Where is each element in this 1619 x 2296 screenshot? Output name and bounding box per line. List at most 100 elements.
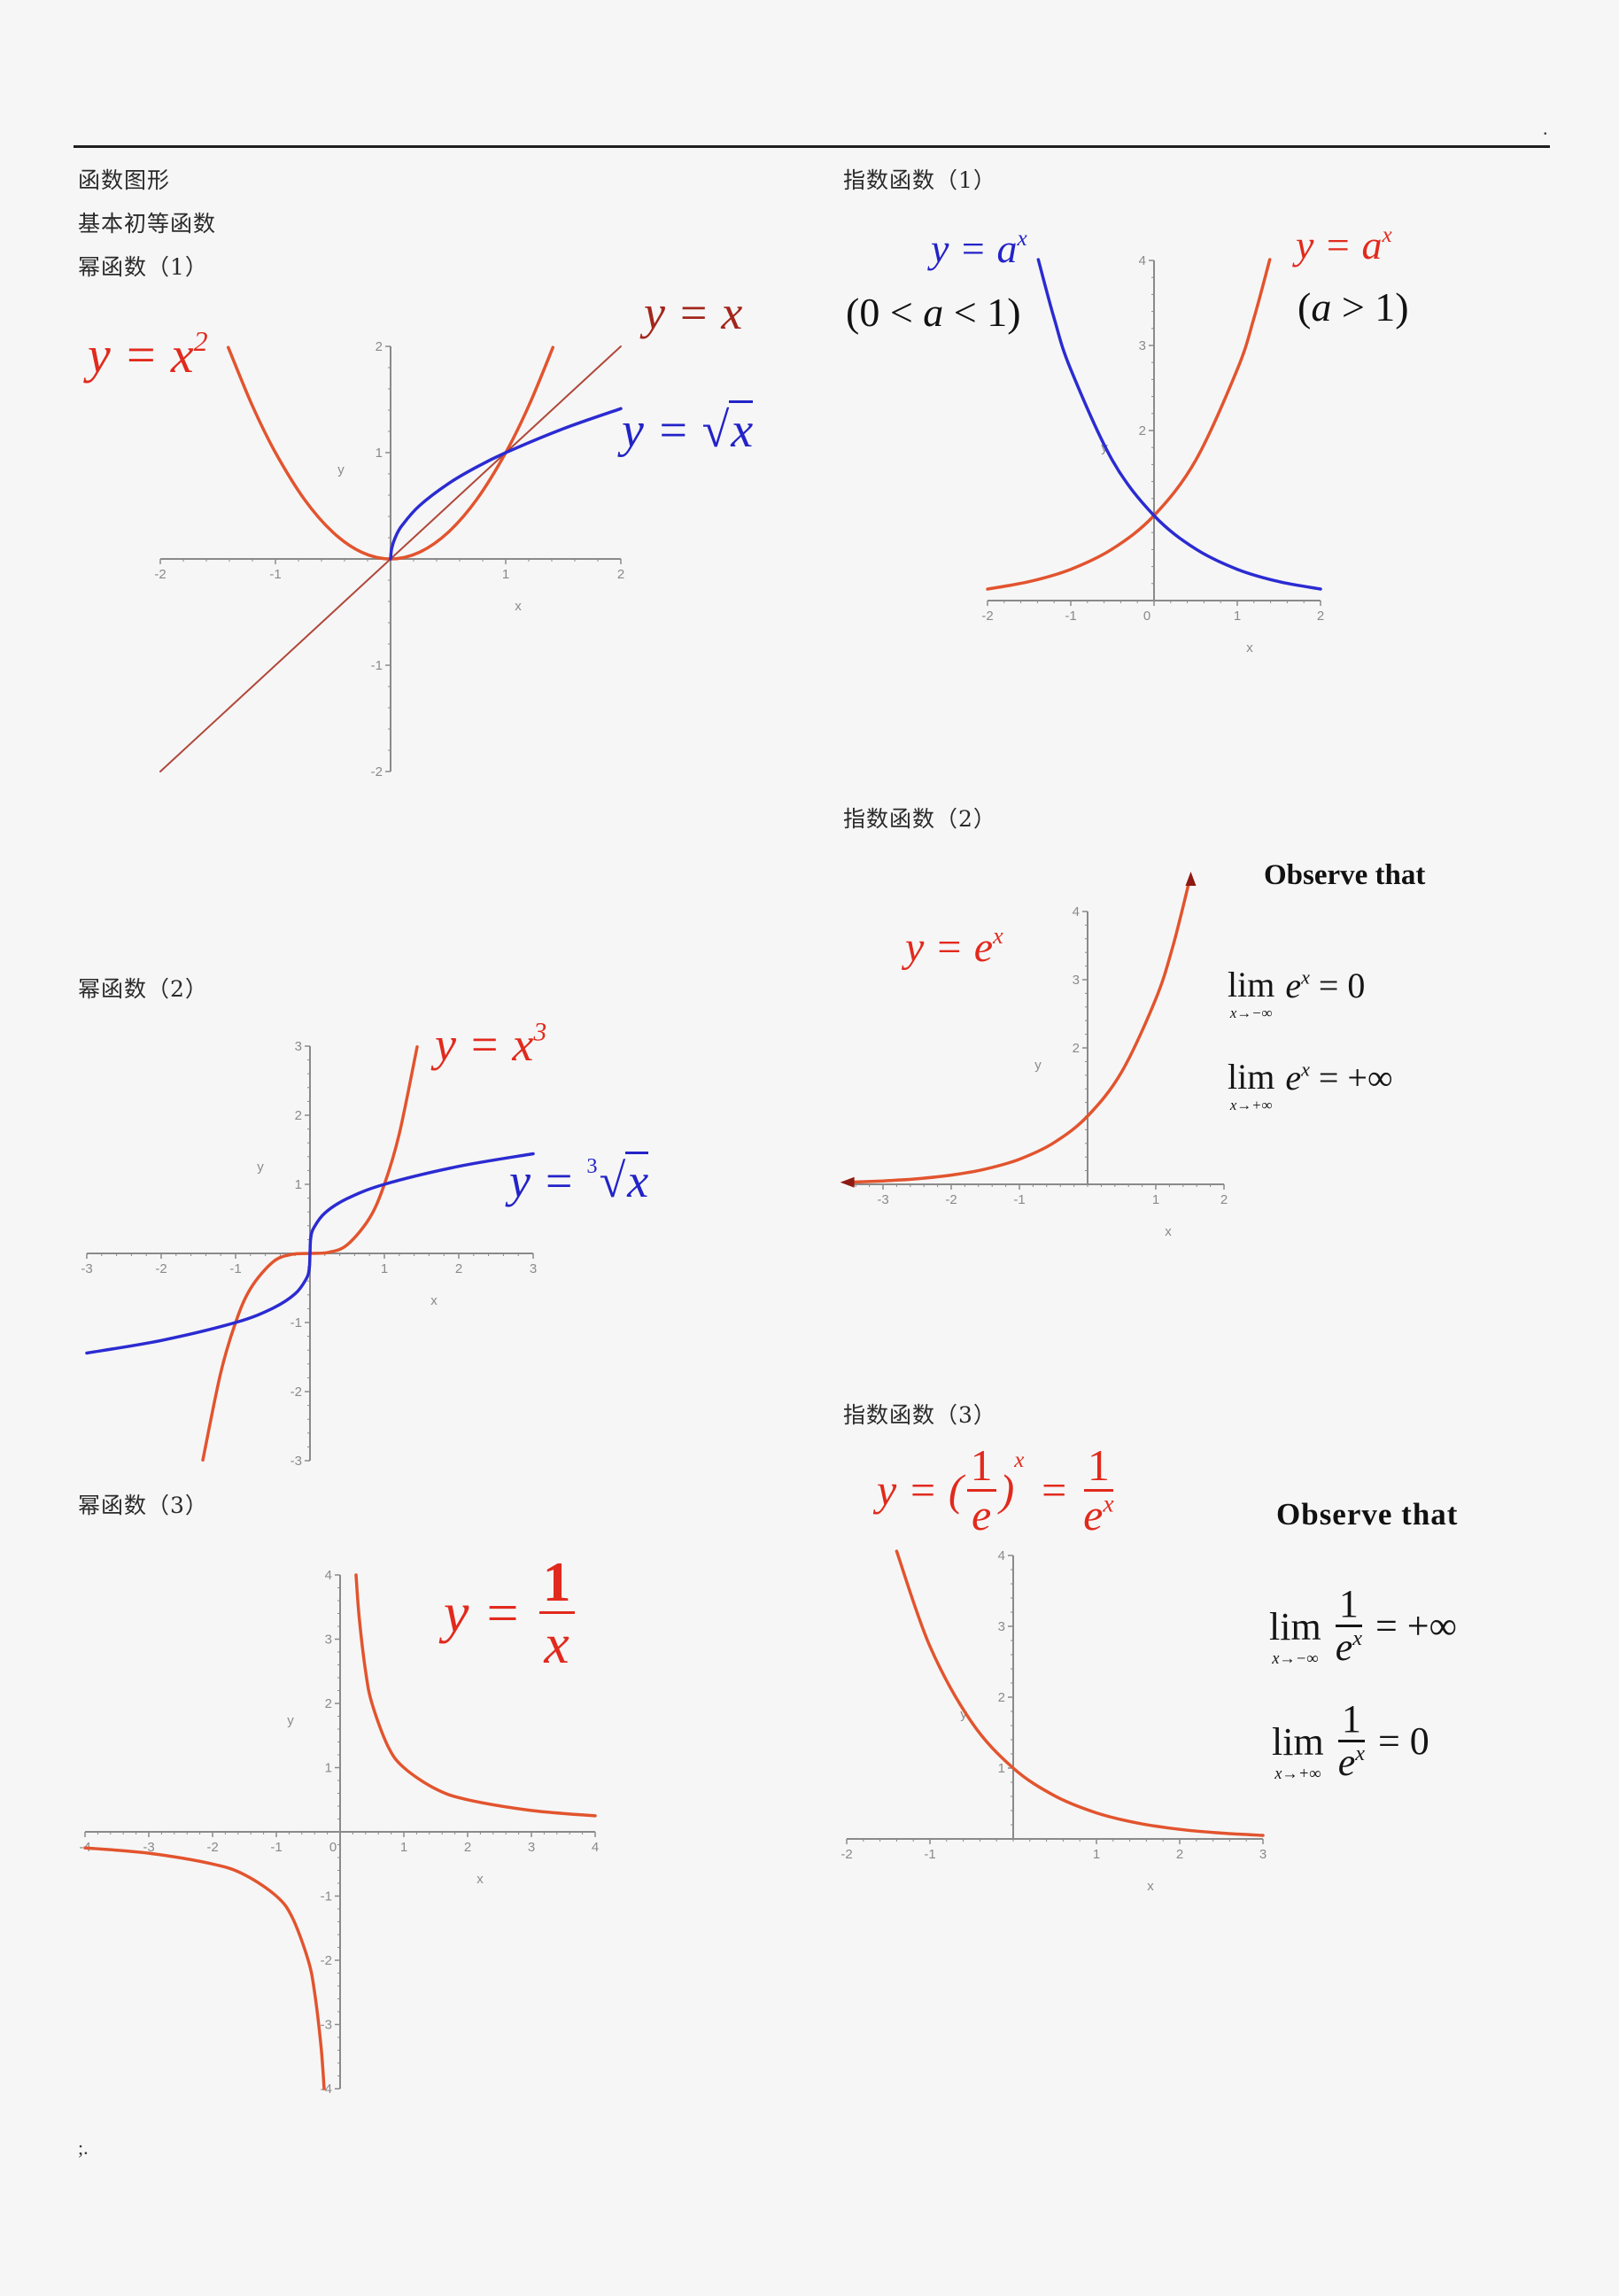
chart-power2: -3 -2 -1 1 2 3 3 2 1 -1 -2 -3 x y: [81, 1039, 537, 1469]
y-tick-label: 2: [1139, 423, 1146, 438]
x-tick-label: 2: [455, 1261, 462, 1276]
y-tick-label: -2: [290, 1385, 302, 1400]
x-axis-label: x: [1165, 1224, 1172, 1239]
y-tick-label: 1: [376, 446, 383, 461]
x-tick-label: 2: [617, 567, 624, 582]
x-tick-label: -1: [924, 1847, 935, 1862]
x-axis-label: x: [476, 1872, 484, 1887]
chart-exp2: -3 -2 -1 1 2 2 3 4 x y: [840, 872, 1228, 1239]
x-tick-label: -3: [143, 1840, 154, 1855]
x-tick-label: 3: [530, 1261, 537, 1276]
series-curve: [354, 1573, 597, 1818]
heading-power3: 幂函数（3）: [78, 1493, 208, 1518]
limit-ex-neg-inf: lim x→−∞ ex = 0: [1228, 965, 1366, 1021]
y-tick-label: 3: [325, 1633, 332, 1648]
x-tick-label: -1: [1013, 1192, 1025, 1207]
y-tick-label: 4: [1073, 904, 1080, 919]
formula-x-squared: y = x2: [88, 326, 208, 384]
series-curve: [843, 877, 1192, 1184]
x-tick-label: 3: [1259, 1847, 1267, 1862]
formula-cube-root: y = 3√x: [509, 1152, 649, 1207]
heading-exp3: 指数函数（3）: [843, 1402, 996, 1428]
heading-exp1: 指数函数（1）: [843, 167, 996, 193]
x-axis-label: x: [1246, 640, 1253, 655]
x-tick-label: 1: [502, 567, 509, 582]
x-tick-label: 2: [1220, 1192, 1228, 1207]
y-tick-label: -1: [290, 1315, 302, 1330]
formula-identity: y = x: [644, 286, 743, 339]
chart-exp3: -2 -1 1 2 3 4 3 2 1 x y: [840, 1548, 1267, 1894]
x-tick-label: 2: [1176, 1847, 1183, 1862]
x-tick-label: -3: [877, 1192, 888, 1207]
y-tick-label: -2: [321, 1953, 332, 1968]
y-axis-label: y: [1034, 1058, 1042, 1073]
y-tick-label: 1: [998, 1761, 1005, 1776]
y-axis-label: y: [337, 462, 345, 477]
y-axis-label: y: [287, 1713, 294, 1728]
x-axis-label: x: [430, 1293, 438, 1308]
limit-ex-pos-inf: lim x→+∞ ex = +∞: [1228, 1057, 1393, 1113]
y-tick-label: 4: [325, 1568, 332, 1583]
y-tick-label: 3: [295, 1039, 302, 1054]
y-tick-label: 2: [998, 1690, 1005, 1705]
page-title: 函数图形: [78, 167, 171, 193]
formula-x-cubed: y = x3: [435, 1018, 547, 1071]
y-tick-label: 4: [1139, 253, 1146, 268]
condition-a-between-0-1: (0 < a < 1): [846, 290, 1021, 335]
y-tick-label: 2: [295, 1108, 302, 1123]
x-axis-label: x: [1147, 1879, 1154, 1894]
observe-heading-exp2: Observe that: [1264, 859, 1426, 891]
y-tick-label: 2: [1073, 1041, 1080, 1056]
y-tick-label: 3: [998, 1619, 1005, 1634]
y-axis-label: y: [257, 1160, 264, 1175]
observe-heading-exp3: Observe that: [1276, 1497, 1459, 1532]
x-tick-label: 2: [464, 1840, 471, 1855]
x-axis-label: x: [515, 599, 522, 614]
header-mark: .: [1543, 117, 1548, 139]
y-tick-label: 3: [1139, 338, 1146, 353]
x-tick-label: 4: [592, 1840, 599, 1855]
x-tick-label: -2: [206, 1840, 218, 1855]
y-tick-label: -1: [371, 658, 383, 673]
arrowhead-left: [840, 1176, 855, 1188]
series-curve: [1036, 258, 1322, 591]
series-curve: [85, 1152, 535, 1355]
arrowhead-up: [1185, 872, 1197, 887]
x-tick-label: -1: [269, 567, 281, 582]
y-tick-label: 2: [376, 339, 383, 354]
y-tick-label: -2: [371, 764, 383, 780]
x-tick-label: 2: [1317, 609, 1324, 624]
series-curve: [895, 1549, 1265, 1837]
x-tick-label: 1: [1152, 1192, 1159, 1207]
limit-inv-ex-neg-inf: lim x→−∞ 1 ex = +∞: [1269, 1582, 1457, 1670]
x-tick-label: -1: [1065, 609, 1076, 624]
limit-inv-ex-pos-inf: lim x→+∞ 1 ex = 0: [1272, 1697, 1429, 1785]
x-tick-label: -1: [270, 1840, 282, 1855]
heading-exp2: 指数函数（2）: [843, 806, 996, 832]
series-curve: [83, 1846, 326, 2090]
x-tick-label: -3: [81, 1261, 92, 1276]
chart-power1: -2 -1 1 2 2 1 -1 -2 x y: [154, 339, 624, 780]
x-tick-label: -1: [229, 1261, 241, 1276]
header-rule: [74, 145, 1550, 148]
formula-sqrt: y = √x: [622, 400, 754, 458]
x-tick-label: 3: [528, 1840, 535, 1855]
x-tick-label: 1: [1234, 609, 1241, 624]
x-tick-label: 1: [1093, 1847, 1100, 1862]
y-tick-label: -3: [321, 2018, 332, 2033]
y-axis-label: y: [960, 1707, 967, 1722]
formula-a-power-x-blue: y = ax: [931, 226, 1027, 271]
x-tick-label: -2: [840, 1847, 852, 1862]
x-tick-label: -2: [945, 1192, 957, 1207]
x-tick-label: -2: [155, 1261, 167, 1276]
x-tick-label: 1: [381, 1261, 388, 1276]
y-tick-label: -4: [321, 2082, 332, 2097]
x-tick-label: -2: [981, 609, 993, 624]
heading-power1: 幂函数（1）: [78, 254, 208, 280]
x-tick-label: 0: [1143, 609, 1150, 624]
formula-a-power-x-red: y = ax: [1296, 222, 1392, 268]
